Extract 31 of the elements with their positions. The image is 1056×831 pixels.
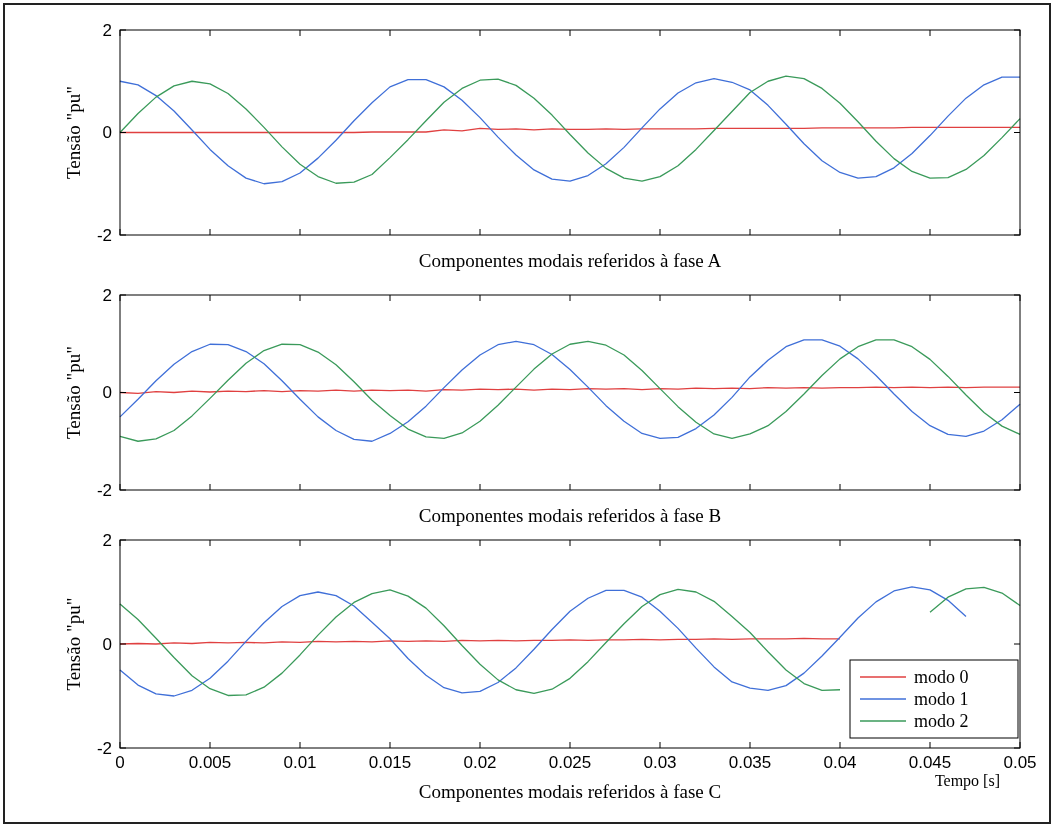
- y-tick-label: -2: [96, 480, 112, 500]
- x-tick-label: 0.03: [643, 753, 677, 772]
- y-tick-label: 2: [102, 530, 112, 550]
- y-tick-label: -2: [96, 738, 112, 758]
- x-tick-label: 0.01: [283, 753, 317, 772]
- x-tick-label: 0.05: [1003, 753, 1037, 772]
- x-tick-label: 0: [115, 753, 125, 772]
- text: Componentes modais referidos à fase B: [418, 505, 722, 526]
- y-axis-title: Tensão "pu": [63, 597, 84, 691]
- text: Componentes modais referidos à fase A: [418, 250, 722, 271]
- line-series: [119, 339, 1021, 442]
- y-tick-label: 0: [102, 634, 112, 654]
- legend-label: modo 0: [914, 667, 969, 688]
- y-tick-label: 0: [102, 123, 112, 143]
- x-tick-label: 0.015: [368, 753, 412, 772]
- text: Componentes modais referidos à fase C: [418, 781, 722, 802]
- x-tick-label: 0.04: [823, 753, 857, 772]
- y-tick-label: 2: [102, 285, 112, 305]
- x-tick-label: 0.025: [548, 753, 592, 772]
- x-tick-label: 0.045: [908, 753, 952, 772]
- y-axis-title: Tensão "pu": [63, 86, 84, 179]
- legend-label: modo 2: [914, 711, 969, 732]
- y-tick-label: 2: [102, 20, 112, 40]
- x-tick-label: 0.035: [728, 753, 772, 772]
- y-axis-title: Tensão "pu": [63, 346, 84, 439]
- y-tick-label: 0: [102, 383, 112, 403]
- y-tick-label: -2: [96, 225, 112, 245]
- x-tick-label: 0.005: [188, 753, 232, 772]
- x-axis-title: Tempo [s]: [934, 772, 1000, 790]
- x-tick-label: 0.02: [463, 753, 497, 772]
- legend-label: modo 1: [914, 689, 969, 710]
